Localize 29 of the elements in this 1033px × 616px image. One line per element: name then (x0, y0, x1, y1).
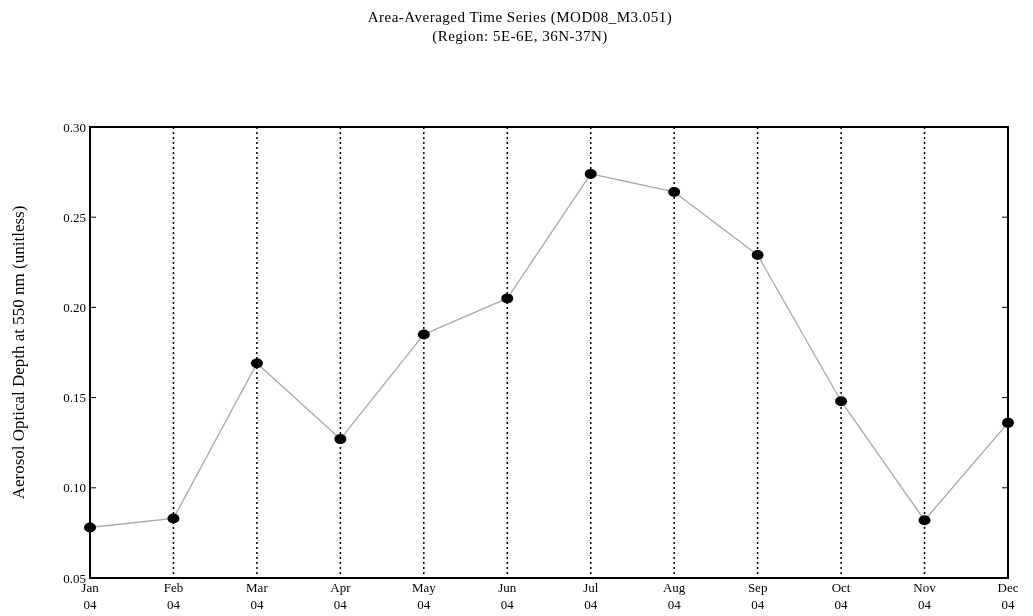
x-tick-label: Oct 04 (831, 580, 851, 612)
y-tick-label: 0.10 (63, 480, 86, 496)
point (501, 293, 514, 304)
y-tick-label: 0.25 (63, 209, 86, 225)
point (751, 250, 764, 261)
x-tick-label: Jul 04 (583, 580, 599, 612)
point (835, 396, 848, 407)
y-tick-label: 0.30 (63, 119, 86, 135)
point (334, 434, 347, 445)
y-tick-label: 0.15 (63, 390, 86, 406)
x-tick-label: May 04 (411, 580, 437, 612)
x-tick-label: Mar 04 (246, 580, 269, 612)
point (417, 329, 430, 340)
x-tick-label: Apr 04 (330, 580, 352, 612)
x-tick-label: Sep 04 (747, 580, 768, 612)
point (668, 186, 681, 197)
point (250, 358, 263, 369)
chart-title: Area-Averaged Time Series (MOD08_M3.051) (367, 9, 673, 26)
y-tick-label: 0.20 (63, 299, 86, 315)
point (167, 513, 180, 524)
point (584, 168, 597, 179)
chart-subtitle: (Region: 5E-6E, 36N-37N) (432, 28, 608, 45)
point (918, 515, 931, 526)
y-axis-title: Aerosol Optical Depth at 550 nm (unitless) (9, 205, 28, 500)
x-tick-label: Feb 04 (163, 580, 184, 612)
x-tick-label: Jun 04 (498, 580, 517, 612)
x-tick-label: Nov 04 (913, 580, 937, 612)
x-tick-label: Aug 04 (662, 580, 686, 612)
x-tick-label: Dec 04 (997, 580, 1019, 612)
